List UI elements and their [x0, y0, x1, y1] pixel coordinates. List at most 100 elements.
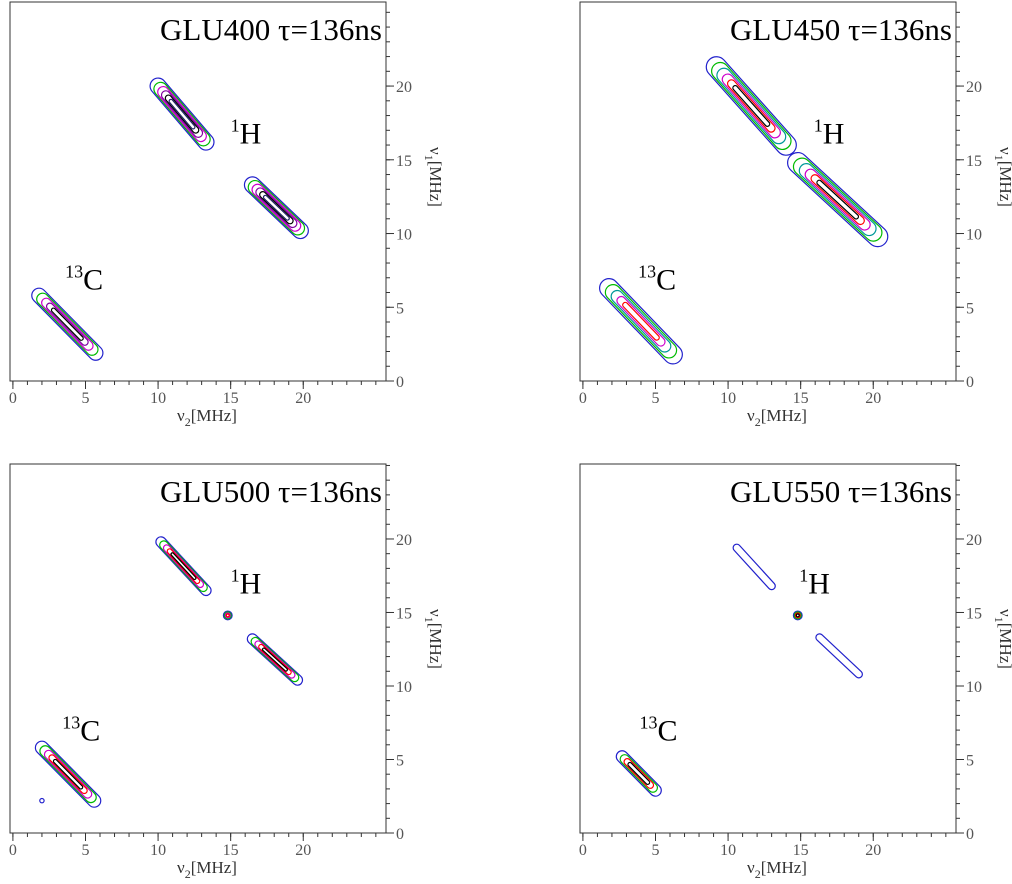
- label-unit: [MHz]: [761, 858, 807, 877]
- contour: [243, 176, 309, 240]
- panel-title: GLU450 τ=136ns: [730, 12, 952, 47]
- contour: [153, 81, 211, 147]
- annotation: 1H: [231, 116, 262, 151]
- contour: [726, 79, 776, 133]
- panel-title: GLU550 τ=136ns: [730, 474, 952, 509]
- label-sub: 2: [185, 415, 191, 429]
- contour: [52, 758, 84, 790]
- plot-frame: [579, 1, 957, 382]
- contour: [224, 612, 231, 619]
- annotation: 13C: [62, 712, 100, 747]
- label-sub: 2: [185, 867, 191, 881]
- annotation-text: H: [823, 118, 845, 151]
- contour: [798, 163, 877, 237]
- contour: [222, 610, 233, 621]
- label-unit: [MHz]: [996, 623, 1012, 669]
- label-symbol: ν: [426, 609, 445, 617]
- annotation: 1H: [799, 565, 830, 600]
- label-unit: [MHz]: [191, 858, 237, 877]
- y-tick-label: 10: [396, 227, 412, 244]
- contour: [598, 278, 683, 365]
- annotation: 13C: [640, 712, 678, 747]
- contour: [792, 157, 883, 242]
- x-tick-label: 5: [81, 842, 89, 859]
- contour: [610, 289, 672, 353]
- label-unit: [MHz]: [996, 161, 1012, 207]
- label-symbol: ν: [426, 147, 445, 155]
- x-tick-label: 10: [150, 842, 166, 859]
- annotation: 1H: [231, 565, 262, 600]
- y-tick-label: 10: [966, 227, 982, 244]
- x-tick-label: 10: [720, 842, 736, 859]
- label-unit: [MHz]: [191, 406, 237, 425]
- x-tick-label: 15: [793, 842, 809, 859]
- panel-title: GLU400 τ=136ns: [160, 12, 382, 47]
- plot-frame: [9, 463, 387, 834]
- y-tick-label: 10: [966, 679, 982, 696]
- contour: [155, 536, 212, 597]
- x-tick-label: 0: [579, 842, 587, 859]
- contour: [50, 307, 84, 341]
- annotation-text: C: [658, 714, 678, 747]
- contour: [816, 179, 860, 220]
- label-symbol: ν: [177, 406, 185, 425]
- contour: [792, 610, 803, 621]
- contour: [39, 745, 97, 804]
- x-axis-label: ν2[MHz]: [747, 858, 807, 881]
- contour: [261, 647, 288, 672]
- x-tick-label: 20: [295, 390, 311, 407]
- label-sub: 1: [422, 155, 436, 161]
- contour: [48, 754, 88, 795]
- contour: [616, 295, 666, 347]
- contour: [815, 633, 863, 679]
- y-tick-label: 0: [396, 374, 404, 391]
- contour: [786, 151, 889, 248]
- x-tick-label: 5: [651, 842, 659, 859]
- x-tick-label: 20: [865, 390, 881, 407]
- contour: [160, 90, 204, 138]
- annotation-text: H: [240, 118, 262, 151]
- y-tick-label: 5: [966, 752, 974, 769]
- contour: [166, 548, 201, 585]
- x-tick-label: 15: [223, 842, 239, 859]
- annotation-sup: 1: [799, 565, 808, 585]
- contour: [732, 84, 771, 127]
- contour: [615, 750, 662, 797]
- label-sub: 2: [755, 415, 761, 429]
- contour: [623, 757, 655, 789]
- contour: [255, 187, 298, 229]
- x-tick-label: 0: [9, 842, 17, 859]
- contour: [31, 287, 104, 361]
- label-symbol: ν: [177, 858, 185, 877]
- contour: [259, 191, 294, 225]
- annotation-text: H: [808, 567, 830, 600]
- y-tick-label: 20: [966, 532, 982, 549]
- label-unit: [MHz]: [426, 623, 445, 669]
- contour: [34, 740, 102, 808]
- y-tick-label: 0: [966, 374, 974, 391]
- y-tick-label: 15: [966, 153, 982, 170]
- plot-frame: [9, 1, 387, 382]
- contour: [795, 613, 800, 618]
- y-tick-label: 0: [966, 826, 974, 843]
- annotation-sup: 13: [640, 712, 658, 732]
- y-axis-label: ν1[MHz]: [992, 147, 1012, 207]
- contour: [627, 761, 651, 786]
- label-symbol: ν: [747, 858, 755, 877]
- label-unit: [MHz]: [426, 161, 445, 207]
- contour: [246, 633, 304, 686]
- contour: [794, 612, 801, 619]
- label-symbol: ν: [996, 147, 1012, 155]
- x-tick-label: 15: [223, 390, 239, 407]
- contour: [705, 56, 797, 156]
- label-symbol: ν: [747, 406, 755, 425]
- contour: [168, 98, 196, 130]
- label-sub: 1: [422, 617, 436, 623]
- y-tick-label: 5: [396, 300, 404, 317]
- contour: [262, 194, 290, 221]
- annotation-text: C: [83, 264, 103, 297]
- x-axis-label: ν2[MHz]: [177, 858, 237, 881]
